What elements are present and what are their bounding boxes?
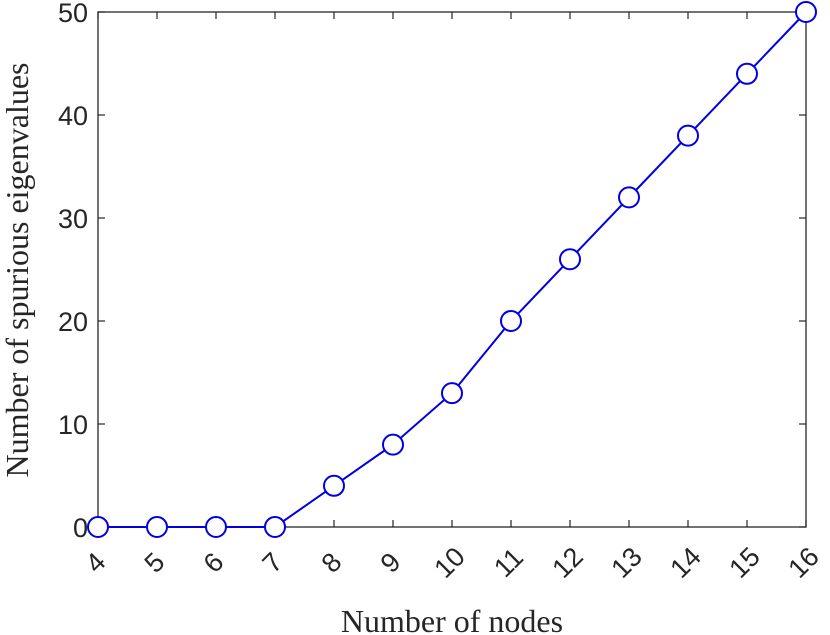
x-tick-label: 9 bbox=[375, 547, 407, 579]
y-tick-label: 40 bbox=[58, 101, 88, 131]
x-tick-label: 10 bbox=[428, 541, 470, 583]
x-tick-label: 15 bbox=[723, 541, 765, 583]
x-axis-label: Number of nodes bbox=[341, 603, 563, 635]
x-tick-label: 14 bbox=[664, 541, 706, 583]
data-point bbox=[559, 248, 581, 271]
y-tick-label: 0 bbox=[73, 513, 88, 543]
data-point bbox=[146, 516, 168, 538]
plot-area bbox=[97, 11, 807, 528]
data-point bbox=[323, 474, 345, 497]
data-point bbox=[677, 124, 699, 147]
x-tick-label: 5 bbox=[139, 547, 171, 579]
data-point bbox=[736, 62, 758, 85]
x-tick-label: 11 bbox=[488, 542, 529, 583]
x-tick-label: 13 bbox=[605, 541, 647, 583]
y-tick-label: 50 bbox=[58, 0, 88, 28]
data-point bbox=[264, 516, 286, 538]
x-tick-label: 8 bbox=[316, 547, 348, 579]
y-axis-label: Number of spurious eigenvalues bbox=[0, 62, 35, 477]
data-point bbox=[382, 433, 404, 456]
x-tick-label: 12 bbox=[546, 541, 588, 583]
x-tick-label: 6 bbox=[198, 547, 230, 579]
x-tick-label: 4 bbox=[80, 547, 112, 579]
data-point bbox=[795, 1, 817, 23]
x-tick-label: 7 bbox=[257, 547, 289, 579]
x-tick-label: 16 bbox=[782, 541, 824, 583]
y-tick-label: 20 bbox=[58, 307, 88, 337]
data-point bbox=[205, 516, 227, 538]
data-point bbox=[618, 186, 640, 209]
y-tick-label: 10 bbox=[58, 410, 88, 440]
data-point bbox=[500, 310, 522, 332]
data-point bbox=[87, 516, 109, 538]
data-point bbox=[441, 382, 463, 405]
series-group bbox=[87, 1, 817, 538]
y-tick-label: 30 bbox=[58, 204, 88, 234]
y-axis-ticks: 0 10 20 30 40 50 bbox=[58, 0, 806, 543]
